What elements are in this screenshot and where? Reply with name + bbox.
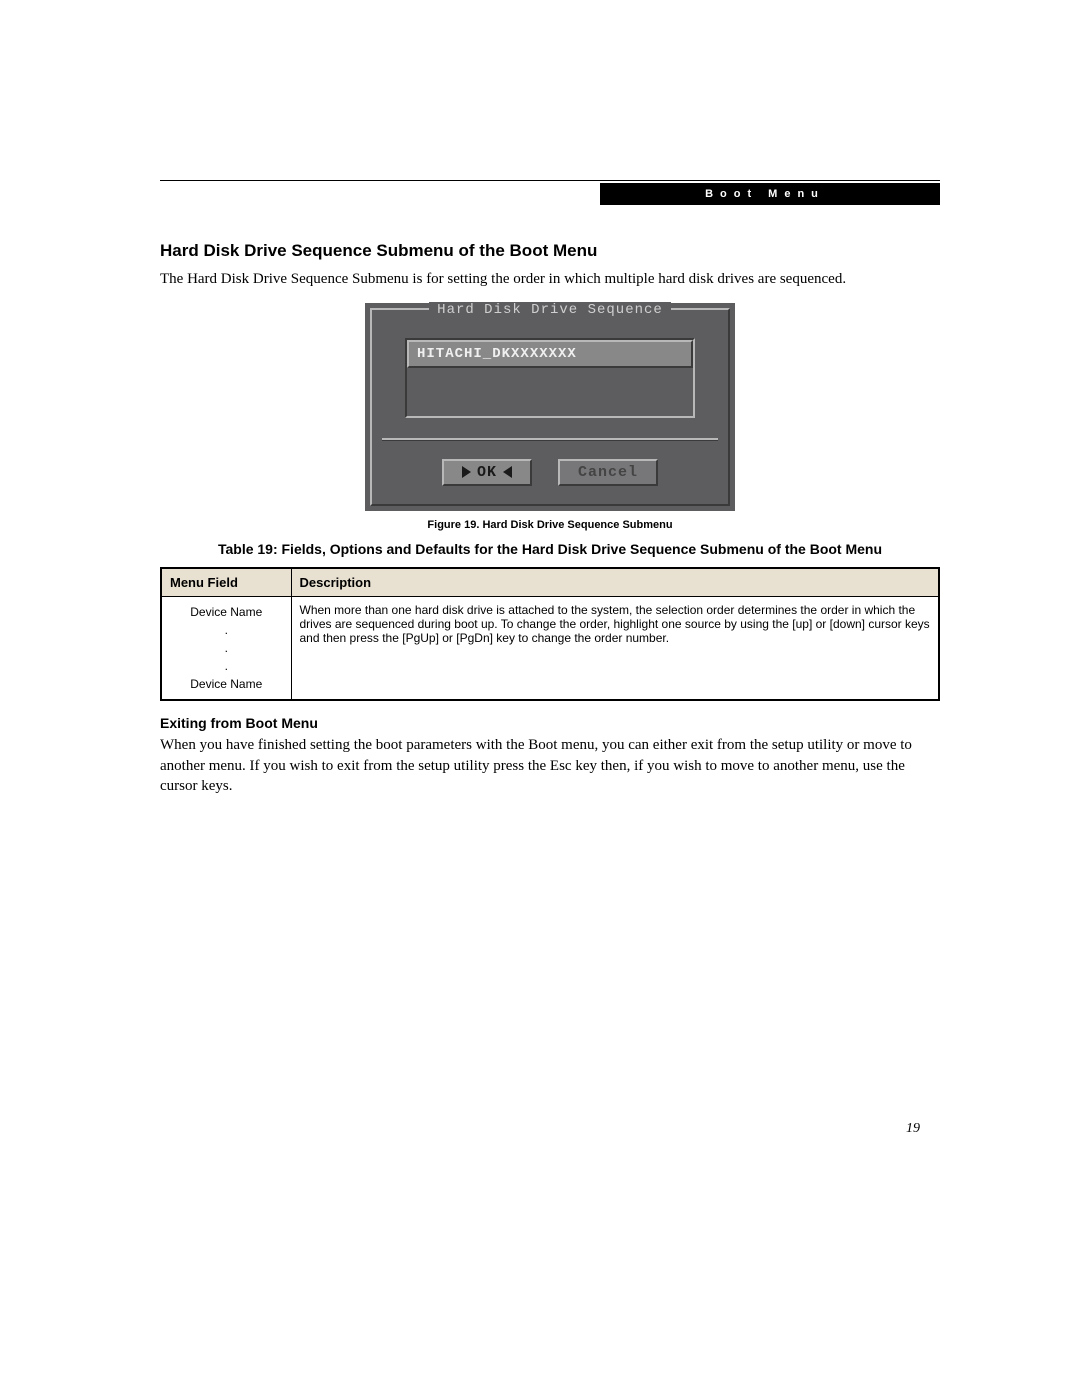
field-line: Device Name xyxy=(170,675,283,693)
triangle-right-icon xyxy=(503,466,512,478)
cancel-button[interactable]: Cancel xyxy=(558,459,658,486)
bios-selected-drive[interactable]: HITACHI_DKXXXXXXX xyxy=(407,340,693,368)
cancel-button-label: Cancel xyxy=(578,464,638,481)
field-line: . xyxy=(170,639,283,657)
ok-button-label: OK xyxy=(477,464,497,481)
table-header-row: Menu Field Description xyxy=(161,568,939,597)
figure-caption: Figure 19. Hard Disk Drive Sequence Subm… xyxy=(160,519,940,531)
table-cell-field: Device Name . . . Device Name xyxy=(161,597,291,701)
bios-divider xyxy=(382,438,718,441)
bios-dialog-title: Hard Disk Drive Sequence xyxy=(429,302,671,318)
menu-field-list: Device Name . . . Device Name xyxy=(170,603,283,693)
field-line: . xyxy=(170,621,283,639)
table-caption: Table 19: Fields, Options and Defaults f… xyxy=(160,541,940,557)
bios-button-row: OK Cancel xyxy=(378,459,722,486)
cancel-button-wrap: Cancel xyxy=(558,459,658,486)
bios-list-empty xyxy=(407,368,693,416)
table-row: Device Name . . . Device Name When more … xyxy=(161,597,939,701)
bios-panel: Hard Disk Drive Sequence HITACHI_DKXXXXX… xyxy=(365,303,735,511)
ok-button-wrap: OK xyxy=(442,459,532,486)
table-col-description: Description xyxy=(291,568,939,597)
exit-title: Exiting from Boot Menu xyxy=(160,715,940,731)
section-title: Hard Disk Drive Sequence Submenu of the … xyxy=(160,241,940,261)
ok-button[interactable]: OK xyxy=(442,459,532,486)
header-rule xyxy=(160,180,940,181)
section-label: Boot Menu xyxy=(600,183,940,205)
fields-table: Menu Field Description Device Name . . .… xyxy=(160,567,940,701)
page-number: 19 xyxy=(906,1121,920,1137)
exit-body: When you have finished setting the boot … xyxy=(160,735,940,796)
triangle-left-icon xyxy=(462,466,471,478)
bios-dialog-title-row: Hard Disk Drive Sequence xyxy=(378,302,722,318)
field-line: . xyxy=(170,657,283,675)
table-col-menu-field: Menu Field xyxy=(161,568,291,597)
bios-drive-list: HITACHI_DKXXXXXXX xyxy=(405,338,695,418)
table-cell-description: When more than one hard disk drive is at… xyxy=(291,597,939,701)
section-intro: The Hard Disk Drive Sequence Submenu is … xyxy=(160,269,940,289)
bios-outer-frame: Hard Disk Drive Sequence HITACHI_DKXXXXX… xyxy=(370,308,730,506)
header-bar: Boot Menu xyxy=(160,183,940,205)
bios-screenshot: Hard Disk Drive Sequence HITACHI_DKXXXXX… xyxy=(160,303,940,511)
field-line: Device Name xyxy=(170,603,283,621)
page-content: Boot Menu Hard Disk Drive Sequence Subme… xyxy=(160,180,940,810)
